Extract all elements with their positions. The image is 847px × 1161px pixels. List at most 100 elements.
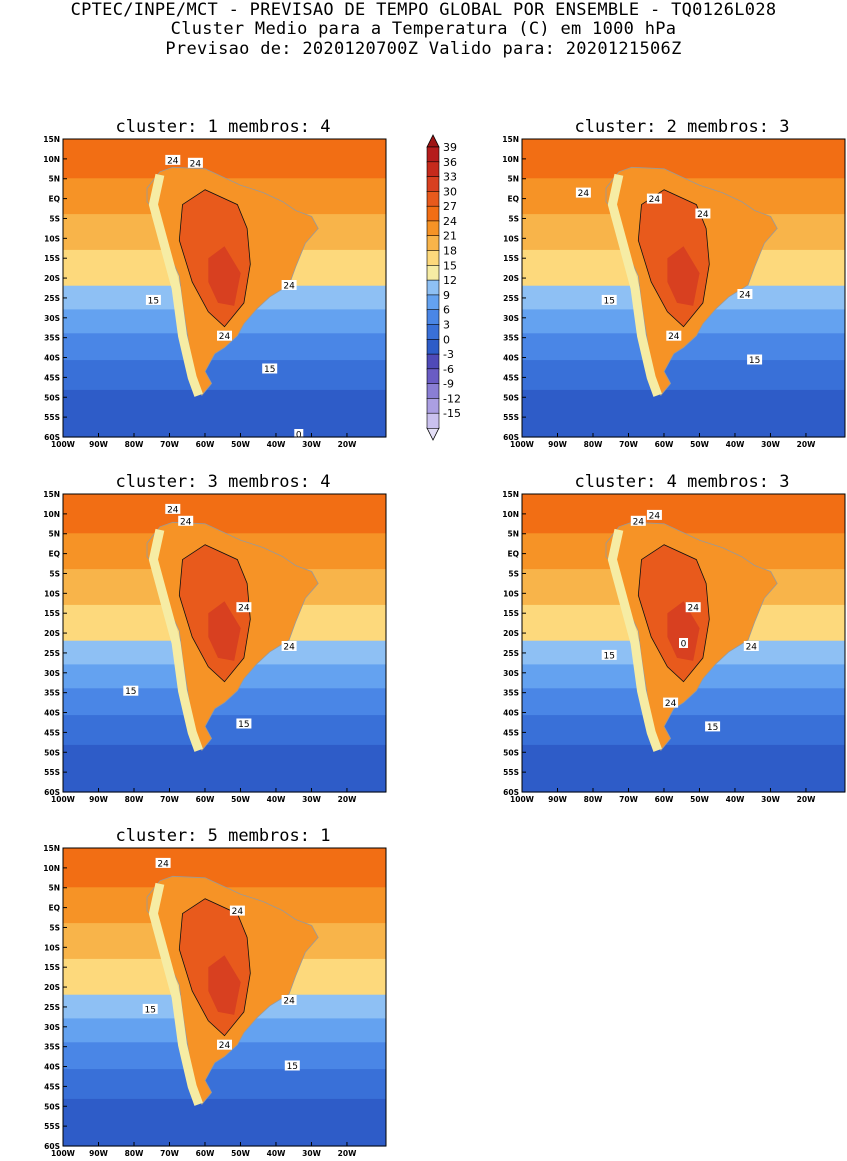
lat-tick-label: 55S (44, 768, 60, 777)
lon-tick-label: 30W (302, 1149, 321, 1157)
lat-tick-label: 5S (49, 570, 60, 579)
lon-tick-label: 30W (302, 795, 321, 804)
contour-label-box (178, 515, 194, 526)
contour-label-box (217, 330, 232, 341)
lat-tick-label: 50S (503, 393, 519, 402)
lat-tick-label: 45S (44, 1082, 60, 1091)
lon-tick-label: 80W (125, 1149, 144, 1157)
lat-tick-label: 20S (503, 629, 519, 638)
lon-tick-label: 100W (51, 1149, 76, 1157)
lat-tick-label: 5S (508, 570, 519, 579)
colorbar-top-arrow (426, 134, 440, 148)
header-subtitle: Cluster Medio para a Temperatura (C) em … (170, 19, 677, 39)
contour-label: 24 (649, 195, 661, 205)
colorbar-label: 33 (443, 171, 457, 184)
colorbar-swatch (426, 279, 440, 296)
lon-tick-label: 20W (797, 440, 816, 449)
lon-tick-label: 50W (231, 440, 250, 449)
lat-tick-label: 60S (503, 788, 519, 797)
lat-tick-label: 45S (44, 728, 60, 737)
temperature-band (522, 389, 845, 438)
lat-tick-label: 30S (44, 669, 60, 678)
panel-title: cluster: 5 membros: 1 (116, 826, 331, 846)
hottest-interior (667, 246, 700, 306)
colorbar-swatch (426, 146, 440, 163)
contour-label: 24 (739, 291, 751, 301)
lat-tick-label: 45S (44, 373, 60, 382)
contour-label: 24 (167, 505, 179, 515)
lat-tick-label: 40S (44, 354, 60, 363)
lat-tick-label: 40S (44, 709, 60, 718)
panel-title: cluster: 1 membros: 4 (116, 117, 331, 137)
contour-label-box (281, 280, 297, 290)
lat-tick-label: 10S (44, 943, 60, 952)
contour-label: 24 (687, 604, 699, 614)
lat-tick-label: EQ (49, 904, 61, 913)
andes-cool-strip (148, 528, 203, 752)
lat-tick-label: 55S (503, 413, 519, 422)
lat-tick-label: 55S (44, 413, 60, 422)
lat-tick-label: EQ (508, 195, 520, 204)
contour-label-box (630, 515, 646, 526)
lon-tick-label: 70W (160, 440, 179, 449)
temperature-band (522, 139, 845, 179)
colorbar-swatch (426, 264, 440, 281)
lat-tick-label: 5N (508, 175, 520, 184)
lat-tick-label: 40S (503, 354, 519, 363)
panel-frame (521, 138, 846, 438)
contour-label-box (236, 718, 252, 729)
lat-tick-label: 15N (43, 135, 60, 144)
temperature-band (63, 744, 386, 793)
colorbar-swatch (426, 383, 440, 400)
map-panel-1: cluster: 1 membros: 4 24 24 24 24 15 15 0 15N 10N… (43, 117, 387, 449)
lat-tick-label: EQ (49, 550, 61, 559)
lat-tick-label: 45S (503, 373, 519, 382)
lon-tick-label: 60W (655, 795, 674, 804)
lon-tick-label: 70W (160, 795, 179, 804)
contour-label-box (705, 721, 721, 732)
colorbar-label: 12 (443, 274, 457, 287)
temperature-band (63, 359, 386, 390)
panel-title: cluster: 3 membros: 4 (116, 472, 331, 492)
colorbar-label: 3 (443, 319, 450, 332)
contour-label: 0 (296, 431, 302, 441)
lat-tick-label: 10S (503, 234, 519, 243)
contour-label-box (142, 1003, 158, 1014)
lat-tick-label: 40S (44, 1063, 60, 1072)
colorbar-label: -9 (443, 378, 454, 391)
lat-tick-label: 10S (503, 589, 519, 598)
lat-tick-label: 25S (44, 1003, 60, 1012)
lon-tick-label: 80W (584, 795, 603, 804)
temperature-band (63, 494, 386, 534)
lon-tick-label: 20W (338, 795, 357, 804)
colorbar-label: -15 (443, 407, 461, 420)
panel-title: cluster: 4 membros: 3 (575, 472, 790, 492)
colorbar-label: 9 (443, 289, 450, 302)
lat-tick-label: 15N (502, 135, 519, 144)
map-panel-5: cluster: 5 membros: 1 24 24 24 24 15 15 15N 10N 5… (43, 826, 387, 1158)
lat-tick-label: 5N (49, 530, 61, 539)
lat-tick-label: 15N (502, 490, 519, 499)
lon-tick-label: 50W (690, 795, 709, 804)
lat-tick-label: 25S (503, 294, 519, 303)
lat-tick-label: 30S (503, 669, 519, 678)
lat-tick-label: 55S (503, 768, 519, 777)
lat-tick-label: 30S (44, 1023, 60, 1032)
lat-tick-label: 5S (508, 215, 519, 224)
colorbar-swatch (426, 235, 440, 252)
hottest-interior (667, 601, 700, 661)
lat-tick-label: 50S (44, 393, 60, 402)
lon-tick-label: 70W (619, 440, 638, 449)
map-panel-2: cluster: 2 membros: 3 24 24 24 24 24 15 15 15N 10… (502, 117, 846, 449)
lon-tick-label: 20W (338, 440, 357, 449)
colorbar-swatch (426, 338, 440, 355)
lat-tick-label: 10N (43, 510, 60, 519)
contour-label: 15 (603, 296, 614, 306)
lon-tick-label: 50W (690, 440, 709, 449)
lat-tick-label: EQ (49, 195, 61, 204)
contour-label: 15 (144, 1005, 155, 1015)
lat-tick-label: 50S (44, 748, 60, 757)
lat-tick-label: 30S (503, 314, 519, 323)
contour-label: 15 (603, 651, 614, 661)
